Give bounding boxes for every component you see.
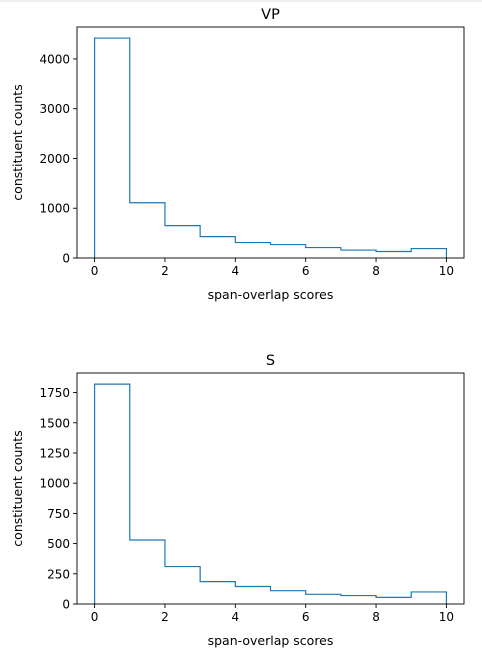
- histogram-bin: [341, 250, 376, 258]
- histogram-bin: [376, 597, 411, 604]
- histogram-bin: [95, 384, 130, 604]
- x-tick-label: 6: [302, 264, 310, 278]
- x-tick-label: 10: [439, 264, 454, 278]
- x-tick-label: 8: [372, 610, 380, 624]
- y-tick-label: 1000: [39, 477, 70, 491]
- y-tick-label: 500: [47, 537, 70, 551]
- histogram-outline: [93, 37, 448, 258]
- x-tick-label: 2: [161, 610, 169, 624]
- axes-frame: [76, 26, 465, 259]
- x-tick-label: 10: [439, 610, 454, 624]
- x-tick-label: 4: [231, 610, 239, 624]
- x-tick-label: 2: [161, 264, 169, 278]
- x-tick-label: 8: [372, 264, 380, 278]
- histogram-bin: [165, 567, 200, 604]
- histogram-bin: [130, 540, 165, 604]
- y-tick-label: 1000: [39, 202, 70, 216]
- histogram-bin: [95, 38, 130, 258]
- x-tick-label: 6: [302, 610, 310, 624]
- subplot-s: 0 2 4 6 8 10 0 250 500 750 1000 1250 1500 1750 Sspan-o…: [10, 353, 465, 648]
- y-axis-label: constituent counts: [10, 430, 25, 546]
- chart-title: S: [266, 353, 275, 369]
- histogram-bin: [376, 252, 411, 258]
- histogram-bin: [341, 596, 376, 604]
- x-tick-label: 0: [91, 264, 99, 278]
- x-axis-label: span-overlap scores: [208, 287, 334, 302]
- y-tick-label: 1500: [39, 416, 70, 430]
- y-tick-label: 0: [62, 598, 70, 612]
- axes-frame: [76, 372, 465, 605]
- x-tick-label: 4: [231, 264, 239, 278]
- histogram-bin: [235, 586, 270, 604]
- histogram-bin: [411, 249, 446, 258]
- histogram-outline: [93, 383, 448, 604]
- histogram-bin: [235, 243, 270, 258]
- y-tick-label: 4000: [39, 52, 70, 66]
- histogram-bin: [200, 582, 235, 604]
- chart-title: VP: [261, 7, 280, 23]
- x-axis-label: span-overlap scores: [208, 633, 334, 648]
- window-top-edge: [0, 0, 482, 2]
- subplot-vp: 0 2 4 6 8 10 0 1000 2000 3000 4000 VP span-overlap s…: [10, 7, 465, 302]
- y-tick-label: 1750: [39, 386, 70, 400]
- histogram-bin: [271, 245, 306, 258]
- y-tick-label: 3000: [39, 102, 70, 116]
- y-axis-label: constituent counts: [10, 84, 25, 200]
- histogram-bin: [411, 592, 446, 604]
- histogram-bin: [200, 237, 235, 258]
- y-tick-label: 0: [62, 252, 70, 266]
- histogram-bin: [271, 591, 306, 604]
- histogram-bin: [306, 594, 341, 604]
- y-tick-label: 1250: [39, 446, 70, 460]
- y-tick-label: 750: [47, 507, 70, 521]
- histogram-bin: [130, 203, 165, 258]
- x-tick-label: 0: [91, 610, 99, 624]
- y-tick-label: 2000: [39, 152, 70, 166]
- y-tick-label: 250: [47, 567, 70, 581]
- histogram-bin: [165, 226, 200, 258]
- histogram-bin: [306, 248, 341, 258]
